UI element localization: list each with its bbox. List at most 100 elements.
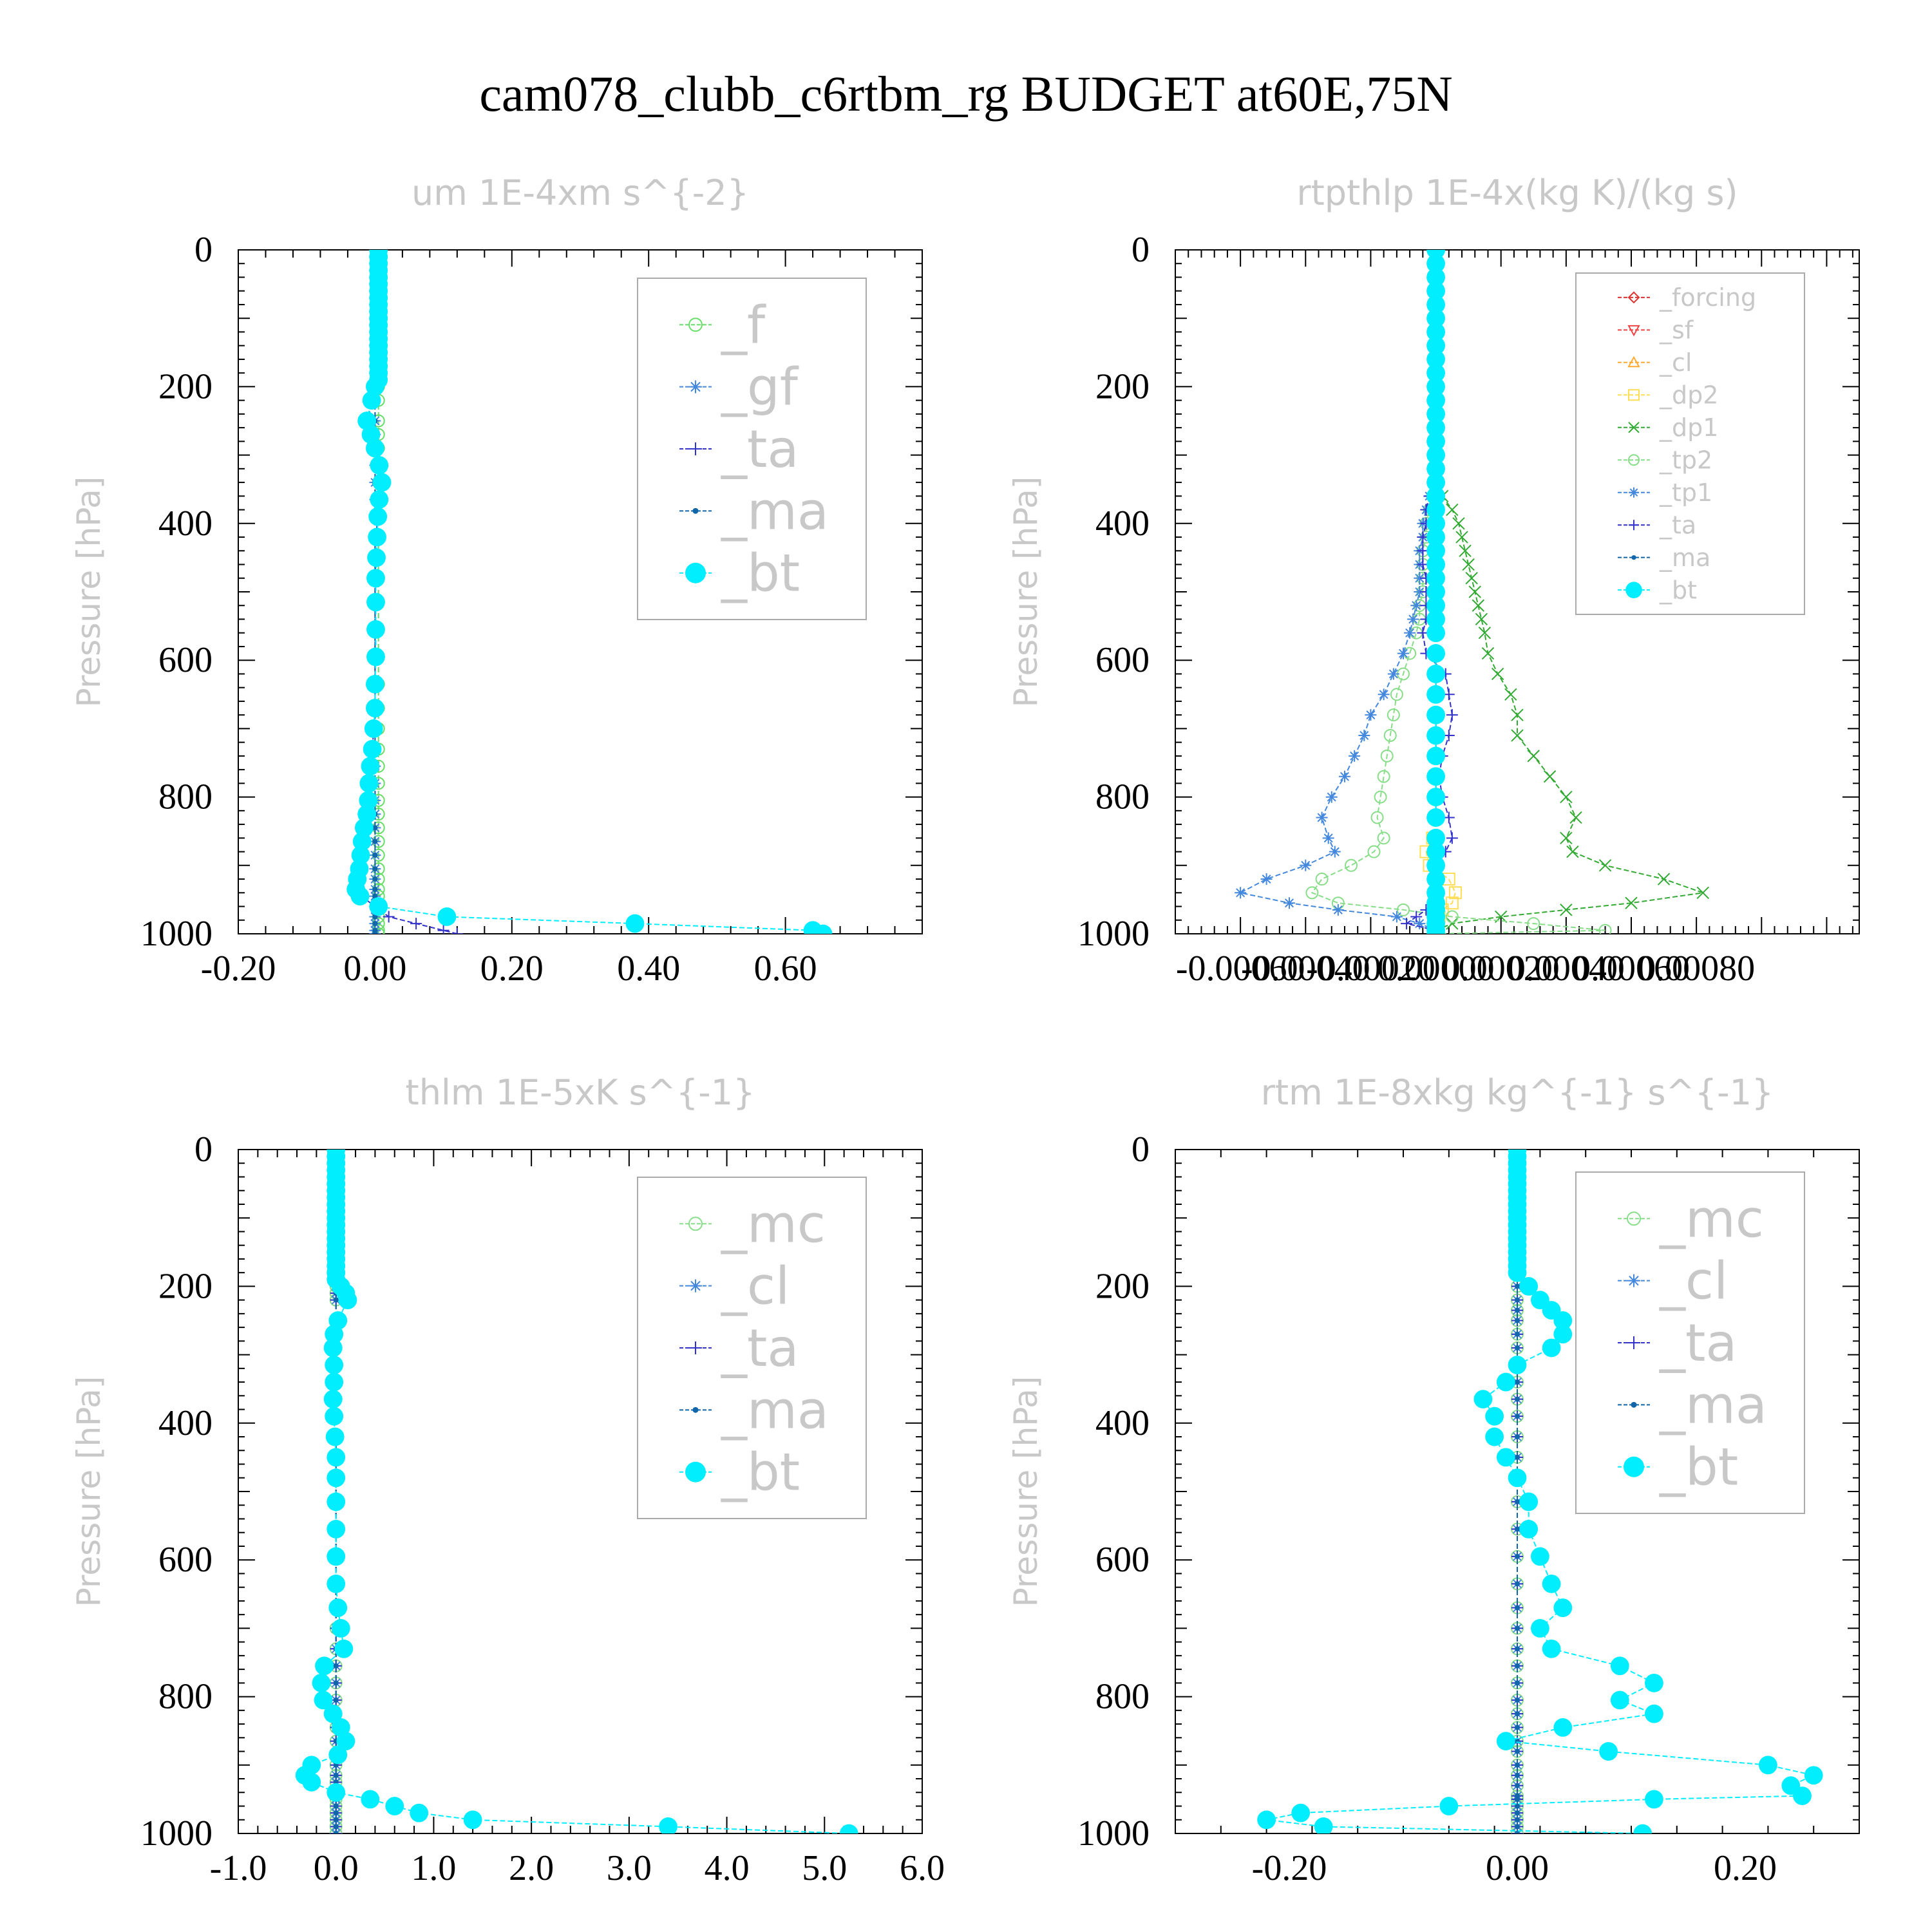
data-point: [1305, 886, 1319, 900]
data-point: [1508, 1468, 1527, 1488]
y-tick-label: 1000: [140, 914, 213, 954]
x-tick-label: 0.0: [314, 1848, 359, 1888]
series-group: [1235, 250, 1709, 934]
x-tick-label: -1.0: [210, 1848, 267, 1888]
x-tick-label: 3.0: [607, 1848, 652, 1888]
data-point: [1349, 750, 1361, 762]
legend-marker: [1631, 555, 1636, 560]
y-tick-label: 600: [1095, 640, 1150, 680]
legend: _forcing _sf _cl _dp2 _dp1 _tp2 _tp1 _ta _ma _bt: [1575, 272, 1805, 615]
x-tick-label: 6.0: [900, 1848, 945, 1888]
figure-title: cam078_clubb_c6rtbm_rg BUDGET at60E,75N: [479, 66, 1452, 122]
legend-label: _gf: [721, 357, 799, 417]
data-point: [338, 1291, 357, 1310]
data-point: [1514, 1803, 1520, 1809]
legend: _mc_cl_ta_ma_bt: [637, 1177, 867, 1519]
data-point: [1426, 363, 1445, 383]
data-point: [1514, 1331, 1520, 1337]
data-point: [1383, 729, 1397, 743]
y-axis-label: Pressure [hPa]: [70, 477, 108, 708]
data-point: [1491, 667, 1504, 681]
data-point: [1390, 688, 1403, 701]
data-point: [1283, 897, 1295, 909]
data-point: [1514, 1581, 1520, 1587]
data-point: [1426, 582, 1445, 601]
legend-label: _tp1: [1659, 478, 1712, 507]
y-axis-label: Pressure [hPa]: [1007, 477, 1045, 708]
data-point: [1455, 531, 1468, 544]
data-point: [359, 773, 379, 793]
data-point: [323, 1704, 343, 1723]
data-point: [1426, 644, 1445, 663]
data-point: [1426, 404, 1445, 424]
data-point: [372, 927, 385, 934]
data-point: [1378, 688, 1390, 701]
y-tick-label: 800: [1095, 1677, 1150, 1717]
data-point: [323, 1338, 343, 1358]
data-point: [1514, 1297, 1520, 1303]
data-point: [1390, 911, 1403, 923]
legend-marker: [1627, 1211, 1641, 1226]
data-point: [1410, 911, 1423, 923]
data-point: [1566, 845, 1579, 858]
data-point: [315, 1656, 334, 1676]
legend-label: _mc: [1659, 1189, 1764, 1249]
panel-1: 0 200 400 600 800 1000-0.20 0.00 0.20 0.40 0.60 um…: [70, 173, 923, 989]
data-point: [1397, 647, 1409, 659]
data-point: [1426, 308, 1445, 328]
data-point: [372, 852, 378, 858]
legend-label: _tp2: [1659, 446, 1712, 475]
data-point: [1598, 923, 1612, 934]
data-point: [1358, 730, 1370, 742]
data-point: [1315, 873, 1329, 886]
data-point: [333, 1810, 339, 1816]
y-tick-label: 0: [1132, 230, 1150, 270]
data-point: [1793, 1786, 1812, 1805]
data-point: [1410, 600, 1423, 612]
legend-label: _bt: [721, 1443, 800, 1502]
data-point: [328, 1598, 348, 1617]
legend-marker: [688, 317, 703, 332]
legend-label: _ta: [721, 419, 799, 479]
data-point: [333, 1817, 339, 1823]
legend-marker: [1629, 487, 1639, 498]
legend-label: _forcing: [1659, 283, 1756, 312]
data-point: [1514, 1318, 1520, 1323]
data-point: [323, 1390, 343, 1409]
data-point: [366, 439, 384, 458]
data-point: [369, 897, 388, 916]
legend-marker: [692, 507, 699, 514]
legend-label: _bt: [1659, 1437, 1738, 1497]
data-point: [1345, 858, 1358, 872]
data-point: [1496, 1372, 1515, 1392]
data-point: [1426, 869, 1445, 889]
data-point: [1514, 1646, 1520, 1652]
data-point: [1485, 1427, 1504, 1446]
y-tick-label: 1000: [1077, 1814, 1150, 1853]
data-point: [1514, 1379, 1520, 1385]
data-point: [625, 914, 645, 933]
data-point: [1514, 1499, 1520, 1504]
series-group: [1257, 1150, 1823, 1833]
data-point: [1514, 1772, 1520, 1778]
data-point: [366, 647, 385, 667]
data-point: [1370, 811, 1384, 824]
data-point: [1426, 295, 1445, 314]
data-point: [1514, 1663, 1520, 1669]
panel-4: 0 200 400 600 800 1000 -0.20 0.00 0.20 rtm 1E-8xk…: [1007, 1072, 1860, 1888]
data-point: [1426, 856, 1445, 875]
data-point: [325, 1325, 344, 1344]
legend-marker: [1631, 1401, 1637, 1408]
data-point: [1426, 808, 1445, 827]
data-point: [361, 1790, 380, 1809]
legend-label: _ta: [721, 1318, 799, 1378]
y-tick-label: 200: [158, 366, 213, 406]
data-point: [1543, 770, 1557, 783]
data-point: [1657, 873, 1671, 886]
data-point: [1426, 323, 1445, 341]
y-tick-label: 600: [158, 640, 213, 680]
data-point: [334, 1639, 354, 1658]
data-point: [1426, 555, 1445, 574]
legend-box: [637, 278, 867, 620]
data-point: [1314, 1817, 1333, 1833]
